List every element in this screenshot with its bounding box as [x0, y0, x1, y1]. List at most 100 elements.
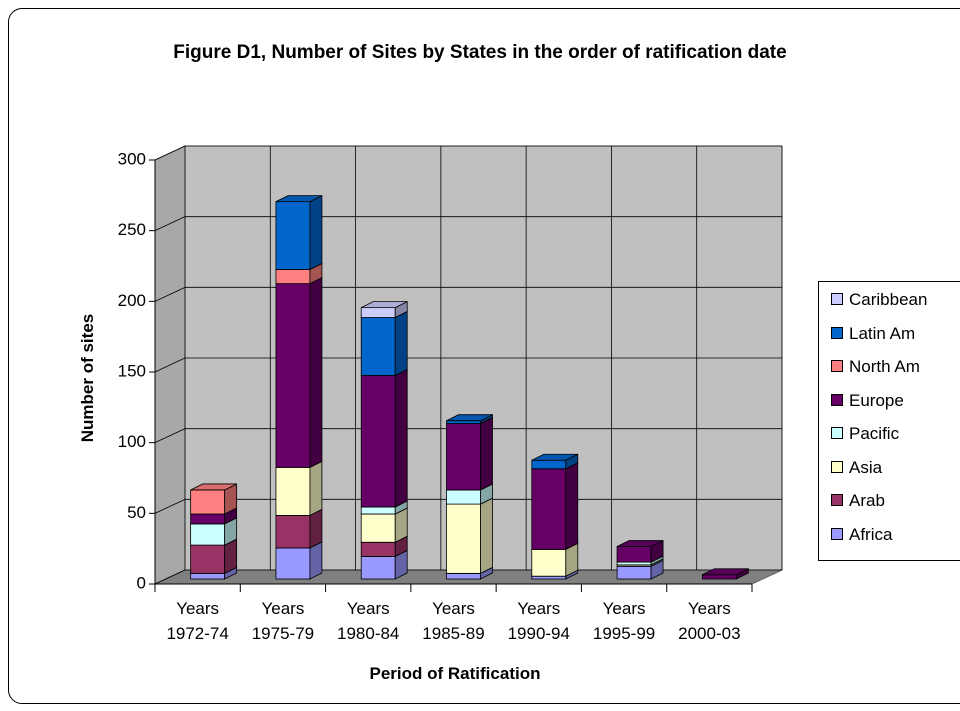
x-tick-label: Years 1995-99 [592, 599, 656, 643]
bar-side [309, 276, 323, 468]
bar-segment [446, 420, 481, 424]
legend-item: Asia [831, 458, 882, 478]
legend-swatch [831, 293, 843, 305]
y-tick-label: 200 [118, 291, 146, 310]
bar-top [531, 453, 578, 461]
grid-line [154, 357, 186, 373]
legend-label: Asia [849, 457, 883, 477]
legend-label: Africa [849, 524, 893, 544]
y-axis-label: Number of sites [78, 313, 97, 443]
chart-frame [8, 8, 960, 704]
legend-label: Europe [849, 390, 904, 410]
bar-segment [531, 575, 567, 580]
legend-swatch [831, 360, 843, 372]
bar-segment [446, 572, 481, 580]
y-tick-label: 100 [118, 432, 146, 451]
legend-swatch [831, 393, 843, 406]
legend-swatch [831, 326, 843, 339]
bar-segment [190, 523, 226, 546]
legend-swatch [831, 460, 843, 473]
bar-segment [275, 466, 311, 516]
y-tick-label: 50 [127, 503, 146, 522]
bar-top [190, 483, 237, 491]
grid-line [154, 498, 186, 514]
bar-segment [360, 506, 396, 515]
bar-segment [616, 546, 652, 563]
bar-side [565, 462, 579, 550]
legend-item: Caribbean [831, 290, 927, 310]
grid-line [154, 145, 186, 161]
bar-top [446, 414, 493, 422]
bar-segment [616, 561, 652, 566]
chart-title: Figure D1, Number of Sites by States in … [173, 42, 787, 63]
bar-segment [275, 515, 311, 549]
bar-segment [190, 513, 226, 525]
bar-segment [275, 201, 311, 270]
y-tick-label: 150 [118, 361, 146, 380]
y-tick-label: 0 [137, 573, 146, 592]
bar-segment [360, 317, 396, 376]
legend-label: Arab [849, 491, 885, 510]
legend-label: North Am [849, 357, 920, 376]
bar-side [394, 368, 408, 508]
bar-segment [531, 548, 567, 577]
x-axis-label: Period of Ratification [369, 664, 541, 683]
bar-side [309, 460, 323, 517]
legend-item: Pacific [831, 424, 899, 444]
bar-segment [531, 468, 567, 550]
bar-side [309, 541, 323, 580]
bar-segment [701, 574, 737, 580]
bar-top [275, 195, 323, 203]
legend: Caribbean Latin Am North Am Europe Pacific As… [818, 281, 960, 561]
bar-top [616, 540, 664, 547]
legend-swatch [831, 527, 843, 540]
x-tick-label: Years 1990-94 [507, 599, 570, 643]
bar-segment [360, 555, 396, 580]
legend-label: Latin Am [849, 323, 916, 343]
legend-swatch [831, 494, 843, 506]
x-tick-label: Years 1985-89 [422, 599, 485, 643]
legend-item: North Am [831, 357, 920, 377]
y-tick-label: 250 [118, 220, 146, 239]
x-tick-label: Years 1975-79 [251, 599, 315, 643]
bar-segment [446, 503, 481, 574]
x-tick-label: Years 2000-03 [678, 599, 741, 643]
legend-label: Caribbean [849, 290, 928, 309]
bar-segment [360, 375, 396, 508]
x-tick-label: Years 1972-74 [166, 599, 229, 643]
grid-line [154, 216, 186, 232]
grid-line [154, 569, 186, 585]
legend-label: Pacific [849, 424, 900, 443]
bar-segment [446, 489, 481, 505]
grid-line [154, 286, 186, 302]
bar-side [480, 497, 493, 574]
bar-top [361, 301, 408, 309]
bar-side [480, 416, 493, 491]
grid-line [154, 428, 186, 444]
bar-segment [360, 541, 396, 557]
y-tick-label: 300 [118, 149, 146, 168]
legend-swatch [831, 427, 843, 439]
bar-segment [275, 283, 311, 468]
bar-side [309, 508, 323, 549]
bar-segment [360, 307, 396, 318]
bar-side [394, 310, 408, 377]
bar-segment [190, 544, 226, 574]
legend-item: Latin Am [831, 324, 915, 344]
bar-segment [190, 572, 226, 580]
bar-segment [190, 489, 226, 515]
bar-segment [275, 269, 311, 285]
x-tick-label: Years 1980-84 [337, 599, 400, 643]
legend-item: Arab [831, 491, 885, 511]
bar-segment [360, 513, 396, 543]
bar-segment [446, 423, 481, 491]
bar-segment [531, 459, 567, 470]
legend-item: Africa [831, 525, 892, 545]
bar-side [309, 194, 323, 271]
legend-item: Europe [831, 391, 904, 411]
bar-top [702, 568, 749, 576]
bar-segment [275, 547, 311, 580]
bar-segment [616, 565, 652, 580]
